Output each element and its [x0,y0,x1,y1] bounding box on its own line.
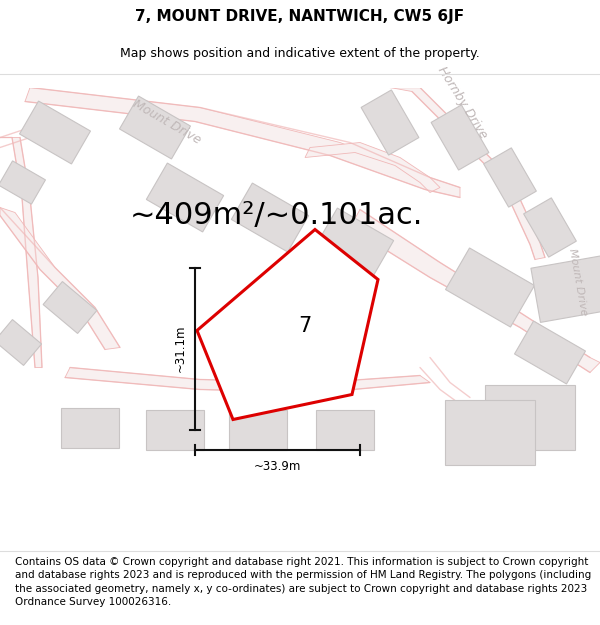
Polygon shape [119,96,190,159]
Text: Map shows position and indicative extent of the property.: Map shows position and indicative extent… [120,47,480,59]
Polygon shape [146,409,204,449]
Polygon shape [484,148,536,207]
Polygon shape [305,142,440,192]
Polygon shape [229,409,287,449]
Text: Mount Drive: Mount Drive [567,248,589,317]
Polygon shape [515,321,586,384]
Polygon shape [232,183,308,252]
Text: Contains OS data © Crown copyright and database right 2021. This information is : Contains OS data © Crown copyright and d… [15,557,591,607]
Polygon shape [316,208,394,277]
Polygon shape [531,253,600,322]
Polygon shape [43,281,97,334]
Polygon shape [0,319,41,366]
Polygon shape [446,248,535,327]
Polygon shape [431,105,489,170]
Polygon shape [0,138,42,368]
Polygon shape [20,101,91,164]
Polygon shape [65,368,430,392]
Polygon shape [361,90,419,155]
Text: 7: 7 [298,316,311,336]
Polygon shape [146,163,224,232]
Text: ~409m²/~0.101ac.: ~409m²/~0.101ac. [130,201,424,230]
Polygon shape [0,161,46,204]
Polygon shape [390,88,545,259]
Text: ~33.9m: ~33.9m [254,459,301,472]
Polygon shape [25,88,460,198]
Polygon shape [316,409,374,449]
Text: 7, MOUNT DRIVE, NANTWICH, CW5 6JF: 7, MOUNT DRIVE, NANTWICH, CW5 6JF [136,9,464,24]
Text: Hornby Drive: Hornby Drive [435,64,490,141]
Polygon shape [524,198,577,257]
Polygon shape [485,385,575,450]
Polygon shape [61,408,119,447]
Text: ~31.1m: ~31.1m [174,325,187,372]
Polygon shape [0,208,120,349]
Polygon shape [197,229,378,419]
Text: Mount Drive: Mount Drive [130,98,203,148]
Polygon shape [350,209,600,372]
Polygon shape [445,400,535,465]
